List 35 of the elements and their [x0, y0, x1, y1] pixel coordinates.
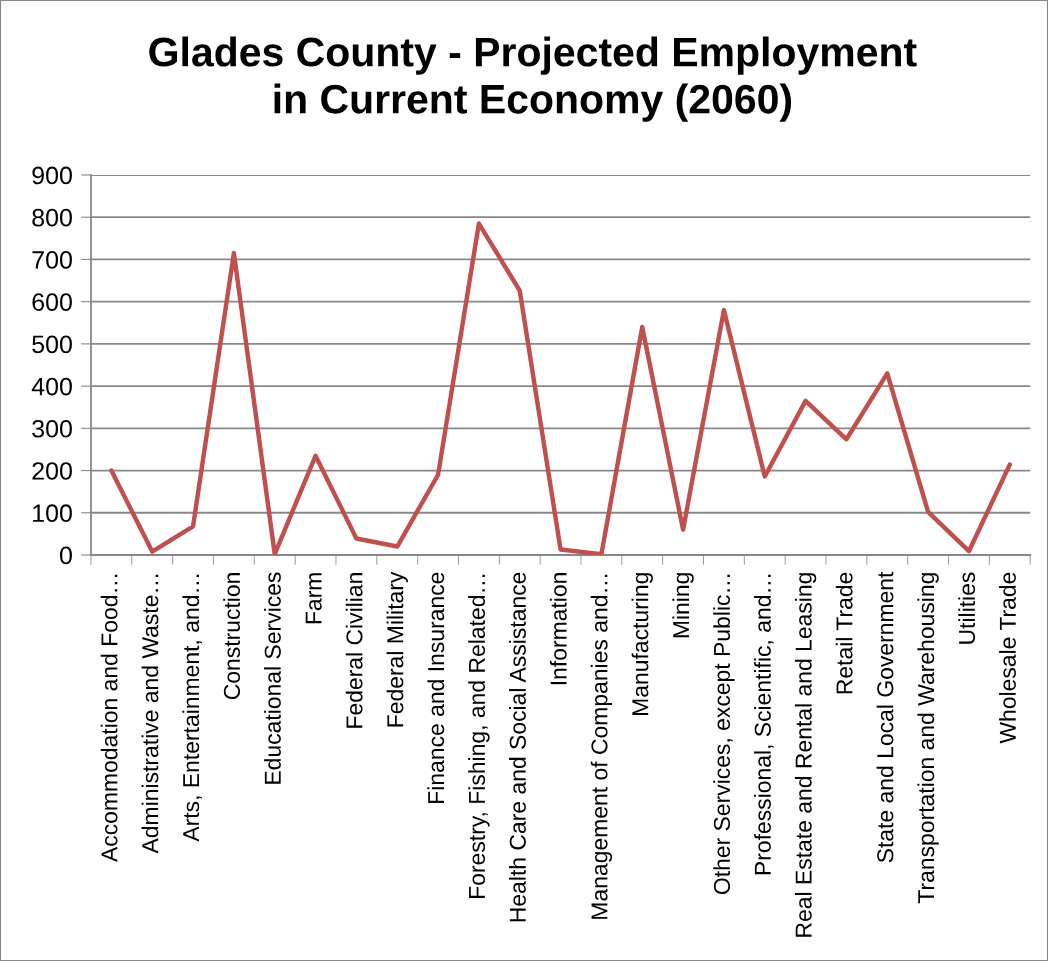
- x-tick-label: Other Services, except Public…: [713, 574, 735, 895]
- x-tick-label: Professional, Scientific, and…: [754, 574, 774, 875]
- x-tick-label: Forestry, Fishing, and Related…: [468, 574, 490, 898]
- x-tick-label: Retail Trade: [835, 572, 853, 694]
- chart-title: Glades County - Projected Employment in Current Economy (2060): [149, 36, 917, 122]
- line-series: [109, 221, 1012, 555]
- x-tick-label: Construction: [223, 573, 241, 700]
- y-tick-label: 0: [59, 546, 72, 565]
- x-tick-label: Transportation and Warehousing: [917, 573, 939, 904]
- y-tick-label: 900: [32, 166, 72, 185]
- x-tick-label: Federal Military: [386, 571, 408, 727]
- x-tick-label: Wholesale Trade: [999, 572, 1016, 744]
- x-tick-label: Finance and Insurance: [427, 572, 445, 803]
- y-tick-label: 400: [31, 377, 72, 396]
- y-tick-label: 300: [32, 419, 72, 438]
- x-tick-label: Federal Civilian: [345, 573, 363, 728]
- x-tick-label: Administrative and Waste…: [141, 574, 159, 854]
- x-tick-label: Health Care and Social Assistance: [509, 572, 526, 922]
- x-tick-label: Accommodation and Food…: [100, 574, 118, 863]
- x-tick-label: Real Estate and Rental and Leasing: [794, 573, 817, 937]
- y-tick-label: 200: [32, 462, 72, 480]
- x-tick-label: Management of Companies and…: [590, 574, 613, 919]
- x-tick-label: Educational Services: [264, 572, 281, 784]
- x-tick-label: Farm: [305, 573, 322, 624]
- y-tick-label: 600: [32, 293, 72, 311]
- x-tick-label: Information: [549, 573, 567, 685]
- x-tick-label: Mining: [672, 573, 694, 638]
- y-tick-label: 800: [32, 208, 72, 227]
- y-tick-label: 500: [32, 335, 72, 354]
- y-tick-label: 100: [33, 504, 72, 523]
- y-tick-label: 700: [32, 251, 72, 269]
- x-tick-label: Arts, Entertainment, and…: [182, 574, 202, 842]
- x-tick-label: Manufacturing: [631, 573, 653, 715]
- x-tick-label: Utilities: [958, 572, 976, 644]
- x-tick-label: State and Local Government: [876, 571, 894, 863]
